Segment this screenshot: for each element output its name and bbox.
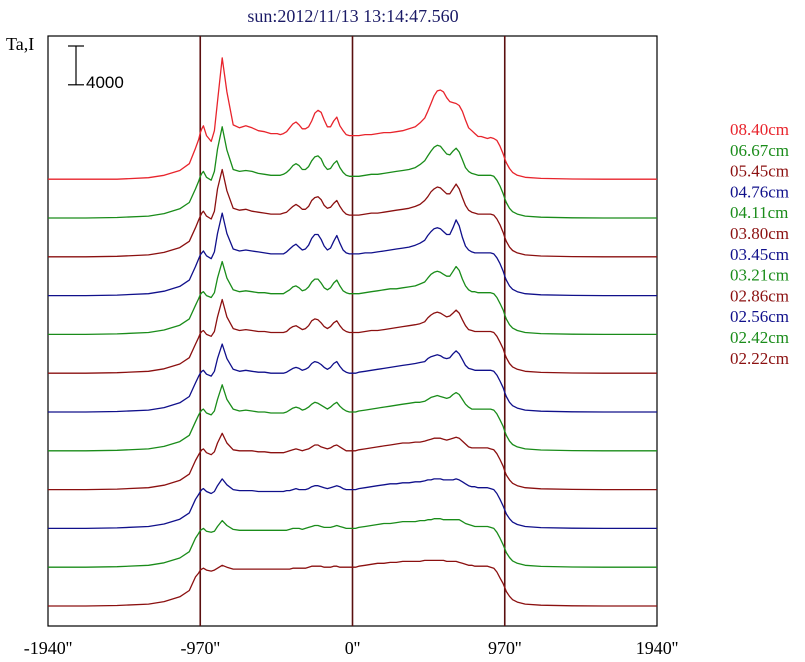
x-tick-label: -1940'' bbox=[24, 638, 72, 658]
x-tick-label: -970'' bbox=[181, 638, 220, 658]
scale-bar: 4000 bbox=[68, 45, 124, 92]
series-line-03.21cm bbox=[48, 384, 657, 452]
series-line-02.22cm bbox=[48, 559, 657, 607]
reference-lines bbox=[199, 36, 506, 626]
scale-bar-label: 4000 bbox=[86, 73, 124, 92]
legend-item: 02.56cm bbox=[730, 307, 789, 326]
x-tick-label: 1940'' bbox=[636, 638, 679, 658]
series-line-05.45cm bbox=[48, 168, 657, 258]
legend-item: 04.76cm bbox=[730, 182, 789, 201]
legend-item: 03.80cm bbox=[730, 224, 789, 243]
series-line-04.11cm bbox=[48, 260, 657, 336]
series-line-06.67cm bbox=[48, 126, 657, 219]
series-line-03.45cm bbox=[48, 343, 657, 413]
x-tick-label: 0'' bbox=[345, 638, 361, 658]
x-tick-label: 970'' bbox=[488, 638, 522, 658]
series-group bbox=[48, 57, 657, 607]
legend-item: 03.45cm bbox=[730, 245, 789, 264]
legend-item: 04.11cm bbox=[730, 203, 788, 222]
chart-title: sun:2012/11/13 13:14:47.560 bbox=[247, 6, 458, 26]
series-line-03.80cm bbox=[48, 298, 657, 374]
y-axis-label: Ta,I bbox=[6, 34, 34, 54]
series-line-02.86cm bbox=[48, 432, 657, 491]
legend-item: 02.86cm bbox=[730, 286, 789, 305]
legend-item: 08.40cm bbox=[730, 120, 789, 139]
legend-item: 03.21cm bbox=[730, 266, 789, 285]
series-line-02.42cm bbox=[48, 518, 657, 568]
series-line-08.40cm bbox=[48, 57, 657, 180]
x-tick-labels: -1940'' -970'' 0'' 970'' 1940'' bbox=[24, 638, 678, 658]
series-line-04.76cm bbox=[48, 212, 657, 297]
legend-item: 06.67cm bbox=[730, 141, 789, 160]
series-line-02.56cm bbox=[48, 478, 657, 530]
legend-item: 05.45cm bbox=[730, 162, 789, 181]
legend-item: 02.42cm bbox=[730, 328, 789, 347]
legend-item: 02.22cm bbox=[730, 349, 789, 368]
